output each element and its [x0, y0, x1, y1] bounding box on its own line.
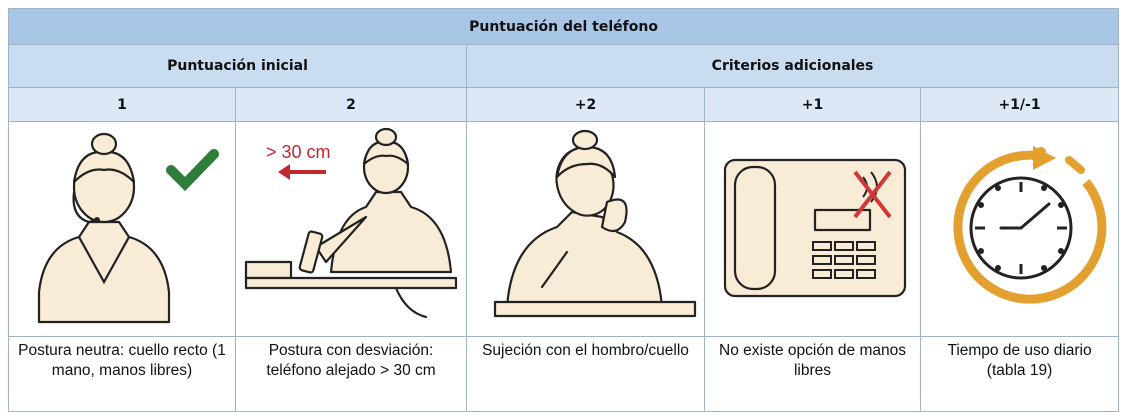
group-header: Puntuación inicial — [8, 44, 467, 88]
description: Sujeción con el hombro/cuello — [466, 336, 705, 412]
shoulder-phone-icon — [493, 129, 697, 318]
group-header: Criterios adicionales — [465, 44, 1120, 88]
description: Tiempo de uso diario (tabla 19) — [919, 336, 1120, 412]
score: +2 — [466, 87, 705, 122]
no-handsfree-icon — [723, 158, 907, 298]
score: +1/-1 — [919, 87, 1120, 122]
description: Postura neutra: cuello recto (1 mano, ma… — [8, 336, 236, 412]
illustration-cell — [704, 121, 921, 337]
score: 1 — [8, 87, 236, 122]
clock-icon — [953, 146, 1107, 304]
score: 2 — [235, 87, 467, 122]
distant-phone-icon: > 30 cm — [244, 127, 458, 319]
phone-score-table: Puntuación del teléfono Puntuación inici… — [7, 8, 1120, 412]
illustration-cell: > 30 cm — [235, 121, 467, 337]
illustration-cell — [466, 121, 705, 337]
illustration-cell — [919, 121, 1120, 337]
score: +1 — [704, 87, 921, 122]
distance-label: > 30 cm — [266, 142, 331, 162]
illustration-cell — [8, 121, 236, 337]
description: No existe opción de manos libres — [704, 336, 921, 412]
neutral-posture-icon — [37, 132, 219, 324]
description: Postura con desviación: teléfono alejado… — [235, 336, 467, 412]
table-title: Puntuación del teléfono — [7, 8, 1120, 45]
